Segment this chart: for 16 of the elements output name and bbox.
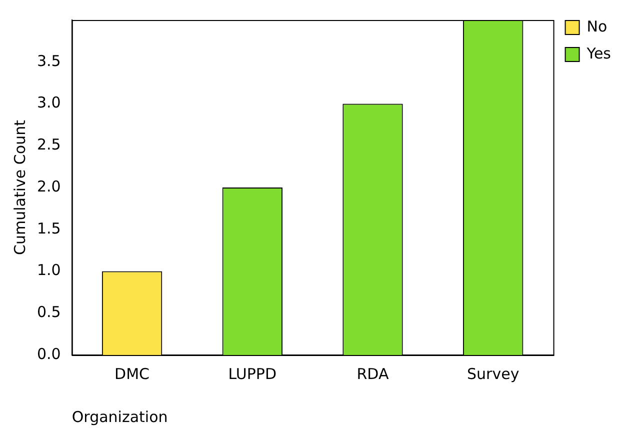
y-tick-label: 1.5 [36,219,61,238]
x-tick-label: DMC [114,364,150,383]
x-tick-label: RDA [356,364,390,383]
x-tick-label: Survey [467,364,520,383]
y-tick-label: 2.0 [36,177,61,196]
y-tick-label: 3.0 [36,94,61,112]
x-axis-title: Organization [72,408,168,426]
legend-label: Yes [586,44,612,62]
x-tick-label: LUPPD [228,364,277,383]
y-tick-label: 0.5 [36,303,61,322]
y-tick-label: 0.0 [36,344,61,363]
y-tick-label: 1.0 [36,261,61,280]
y-tick-label: 2.5 [36,136,61,154]
y-axis-title: Cumulative Count [10,120,29,255]
legend-label: No [586,17,608,36]
y-tick-label: 3.5 [36,52,61,70]
